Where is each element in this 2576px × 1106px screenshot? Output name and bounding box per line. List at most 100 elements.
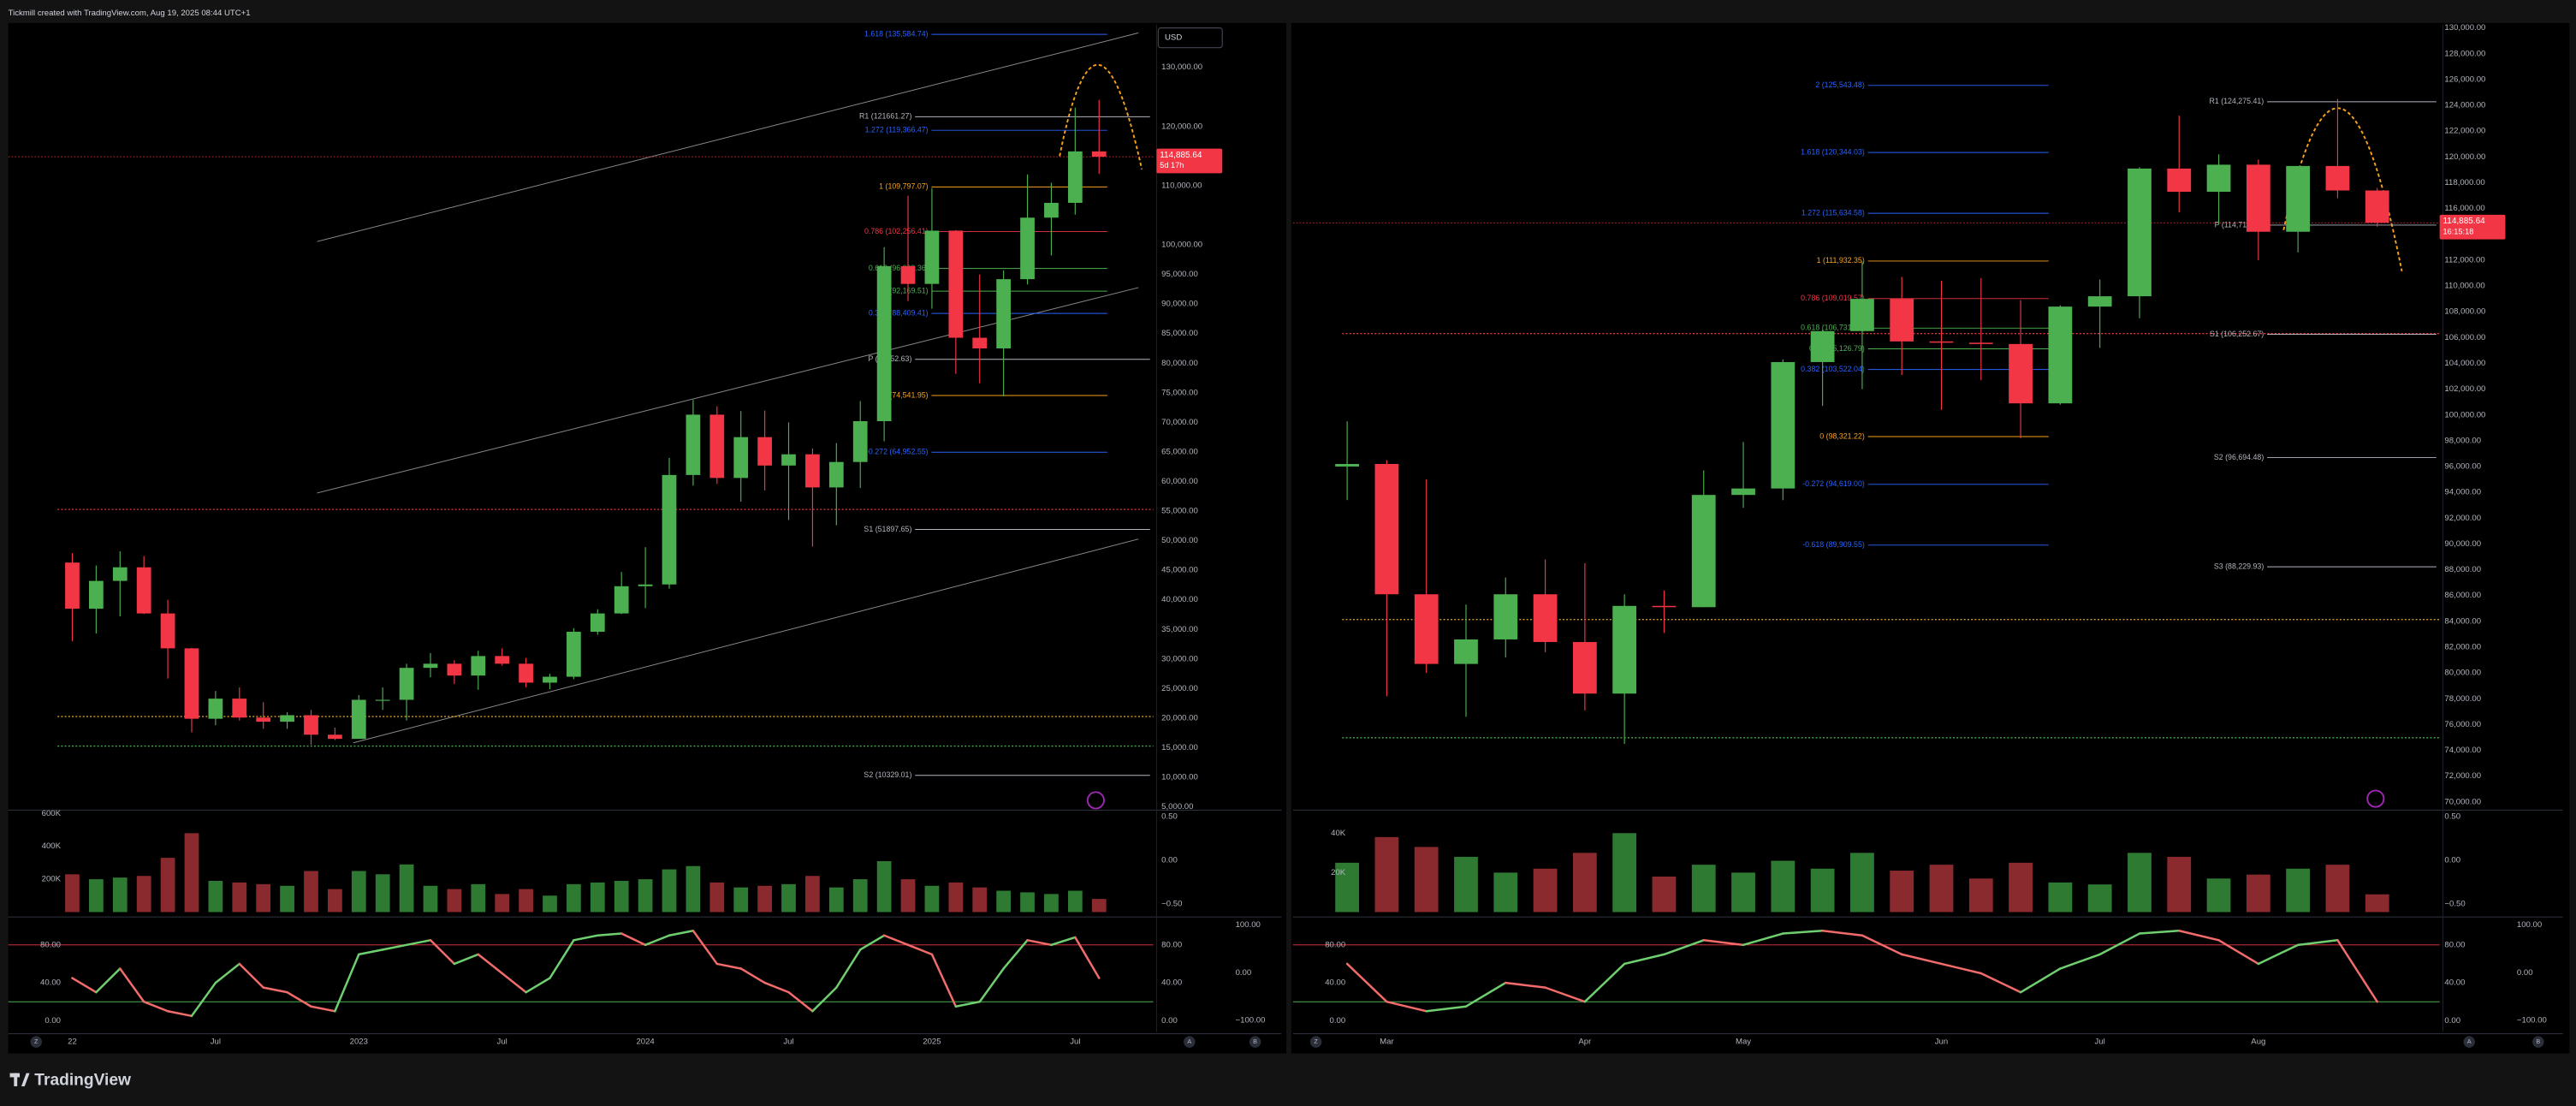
volume-bar <box>924 885 940 913</box>
level-label: 1 (111,932.35) <box>1817 256 1865 265</box>
oscillator-segment <box>1345 962 1388 1003</box>
level-label: 1.272 (119,366.47) <box>865 126 929 134</box>
x-tick-label: Jun <box>1935 1038 1948 1047</box>
oscillator-segment <box>429 939 456 966</box>
y-tick-label: 90,000.00 <box>1161 300 1198 309</box>
oscillator-tick-label: 80.00 <box>40 940 61 949</box>
y-tick-label: 88,000.00 <box>2444 565 2481 574</box>
oscillator-tick-label: 80.00 <box>1161 940 1182 949</box>
level-label: -0.272 (64,952.55) <box>866 448 929 456</box>
level-label: 2 (125,543.48) <box>1815 80 1864 89</box>
oscillator-segment <box>405 939 432 947</box>
y-tick-label: 98,000.00 <box>2444 436 2481 445</box>
y-tick-label: 110,000.00 <box>2444 282 2484 291</box>
volume-bar <box>2325 865 2350 913</box>
x-tick-label: 22 <box>68 1038 77 1047</box>
volume-bar <box>1414 847 1439 913</box>
volume-bar <box>852 879 868 913</box>
oscillator-segment <box>2336 939 2378 1003</box>
volume-bar <box>112 877 128 913</box>
volume-bar <box>1020 892 1035 913</box>
volume-bar <box>375 874 390 913</box>
x-tick-label: Jul <box>211 1038 221 1047</box>
candle-body <box>495 656 510 664</box>
oscillator-segment <box>310 1005 336 1013</box>
candle-body <box>781 454 796 466</box>
oscillator-segment <box>2059 953 2101 970</box>
corner-button <box>30 1036 42 1048</box>
level-label: S1 (51897.65) <box>864 525 911 533</box>
y-tick-label: 15,000.00 <box>1161 743 1198 752</box>
candle-body <box>1493 594 1518 639</box>
oscillator-segment <box>1074 936 1101 979</box>
oscillator-segment <box>882 934 910 947</box>
volume-bar <box>567 883 581 913</box>
candle-body <box>2087 296 2112 307</box>
candle-body <box>1691 495 1716 608</box>
countdown-label: 5d 17h <box>1160 161 1184 169</box>
volume-bar <box>1612 833 1637 913</box>
oscillator-segment <box>2178 929 2220 942</box>
y-tick-label: 112,000.00 <box>2444 255 2484 265</box>
candle-body <box>519 663 533 683</box>
y-tick-label: 100,000.00 <box>1161 241 1202 250</box>
oscillator-y2-tick-label: 100.00 <box>1236 920 1261 930</box>
oscillator-segment <box>715 962 742 970</box>
volume-bar <box>900 879 916 913</box>
oscillator-segment <box>1050 936 1077 947</box>
volume-bar <box>1850 853 1874 913</box>
volume-bar <box>1890 871 1914 913</box>
y-tick-label: 116,000.00 <box>2444 204 2484 213</box>
oscillator-segment <box>597 932 623 937</box>
corner-button-label: Z <box>1314 1038 1318 1045</box>
level-label: S3 (88,229.93) <box>2214 562 2264 570</box>
y-tick-label: 95,000.00 <box>1161 270 1198 279</box>
volume-tick-label: 400K <box>42 841 62 851</box>
x-tick-label: Apr <box>1578 1038 1592 1047</box>
y-tick-label: 74,000.00 <box>2444 746 2481 755</box>
candle-body <box>136 567 151 614</box>
channel-line <box>317 32 1139 242</box>
y-tick-label: 20,000.00 <box>1161 713 1198 722</box>
candle-body <box>2206 164 2231 193</box>
level-label: 0.618 (96,009.36) <box>869 264 929 272</box>
corner-button-label: B <box>1253 1038 1257 1045</box>
candle-body <box>184 648 199 719</box>
candle-body <box>375 699 390 701</box>
candle-body <box>638 584 653 586</box>
y-tick-label: 106,000.00 <box>2444 333 2485 342</box>
oscillator-segment <box>2138 929 2181 935</box>
level-label: 0.5 (105,126.79) <box>1809 344 1865 353</box>
candle-body <box>924 230 940 284</box>
last-price-tag <box>1156 148 1223 174</box>
y-tick-label: 45,000.00 <box>1161 566 1198 575</box>
volume-bar <box>2246 874 2270 913</box>
y-tick-label: 50,000.00 <box>1161 536 1198 545</box>
oscillator-tick-label: 40.00 <box>1161 978 1182 988</box>
volume-bar <box>1572 853 1597 913</box>
volume-bar <box>471 883 486 913</box>
level-label: 0.786 (109,019.57) <box>1801 294 1865 302</box>
volume-y2-tick-label: −0.50 <box>1161 899 1182 908</box>
y-tick-label: 122,000.00 <box>2444 127 2485 136</box>
candle-body <box>256 717 271 722</box>
volume-bar <box>1771 860 1795 913</box>
volume-bar <box>828 887 844 913</box>
volume-bar <box>590 882 605 913</box>
oscillator-segment <box>2098 932 2141 956</box>
last-price-label: 114,885.64 <box>2443 217 2486 226</box>
candle-body <box>399 668 414 700</box>
y-tick-label: 120,000.00 <box>1161 122 1202 131</box>
volume-bar <box>136 876 151 913</box>
volume-bar <box>686 865 701 913</box>
candle-body <box>328 734 342 740</box>
y-tick-label: 92,000.00 <box>2444 514 2481 523</box>
oscillator-y2-tick-label: 100.00 <box>2517 920 2542 930</box>
oscillator-segment <box>1821 929 1864 937</box>
oscillator-segment <box>620 932 647 947</box>
oscillator-segment <box>811 986 838 1013</box>
y-tick-label: 118,000.00 <box>2444 178 2484 187</box>
level-label: 0 (98,321.22) <box>1819 431 1865 440</box>
volume-bar <box>662 869 677 913</box>
